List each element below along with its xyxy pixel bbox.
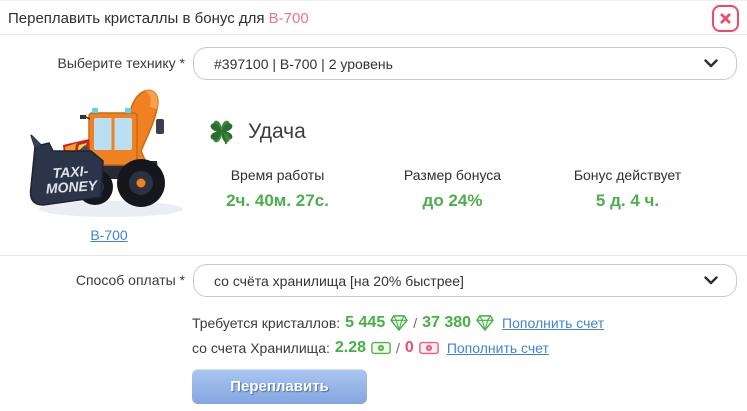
crystals-total-value: 37 380 bbox=[422, 314, 472, 331]
vehicle-image: TAXI- MONEY bbox=[28, 85, 190, 225]
tech-select[interactable]: #397100 | В-700 | 2 уровень bbox=[193, 47, 737, 80]
melt-button[interactable]: Переплавить bbox=[192, 369, 367, 404]
header-divider bbox=[0, 34, 747, 35]
vehicle-link[interactable]: В-700 bbox=[90, 227, 128, 243]
stat-label: Размер бонуса bbox=[403, 167, 502, 183]
chevron-down-icon bbox=[704, 59, 718, 68]
bonus-stats: Время работы 2ч. 40м. 27с. Размер бонуса… bbox=[190, 167, 737, 211]
crystal-icon bbox=[390, 315, 408, 331]
payment-select-label: Способ оплаты * bbox=[75, 272, 185, 288]
bonus-name: Удача bbox=[248, 120, 306, 143]
modal-title-vehicle: В-700 bbox=[268, 10, 309, 27]
chevron-down-icon bbox=[704, 276, 718, 285]
stat-value: 5 д. 4 ч. bbox=[595, 191, 660, 210]
stat-value: до 24% bbox=[422, 191, 483, 210]
svg-text:TAXI-: TAXI- bbox=[52, 163, 89, 181]
tech-select-value: #397100 | В-700 | 2 уровень bbox=[214, 55, 393, 72]
stat-bonus-size: Размер бонуса до 24% bbox=[365, 167, 540, 211]
storage-have-value: 2.28 bbox=[334, 339, 367, 356]
payment-select[interactable]: со счёта хранилища [на 20% быстрее] bbox=[193, 264, 737, 297]
stat-value: 2ч. 40м. 27с. bbox=[226, 191, 329, 210]
crystals-label: Требуется кристаллов: bbox=[192, 315, 341, 331]
modal-title-text: Переплавить кристаллы в бонус для bbox=[8, 10, 269, 27]
excavator-illustration: TAXI- MONEY bbox=[29, 89, 183, 217]
clover-icon bbox=[207, 117, 236, 146]
svg-text:MONEY: MONEY bbox=[45, 177, 99, 197]
crystals-balance-row: Требуется кристаллов: 5 445 / 37 380 Поп… bbox=[192, 314, 604, 332]
storage-zero-value: 0 bbox=[404, 339, 414, 356]
storage-label: со счета Хранилища: bbox=[192, 340, 330, 356]
payment-select-value: со счёта хранилища [на 20% быстрее] bbox=[214, 272, 464, 289]
separator: / bbox=[413, 315, 418, 331]
stat-label: Время работы bbox=[230, 167, 325, 183]
crystal-icon bbox=[476, 315, 494, 331]
modal-title: Переплавить кристаллы в бонус для В-700 bbox=[8, 10, 309, 27]
separator: / bbox=[396, 340, 400, 356]
tech-select-label: Выберите технику * bbox=[57, 55, 186, 71]
banknote-green-icon bbox=[371, 341, 391, 355]
storage-balance-row: со счета Хранилища: 2.28 / 0 Пополнить с… bbox=[192, 339, 549, 357]
topup-account-link[interactable]: Пополнить счет bbox=[502, 315, 605, 331]
topup-storage-link[interactable]: Пополнить счет bbox=[446, 340, 549, 356]
banknote-red-icon bbox=[418, 341, 439, 355]
crystals-required-value: 5 445 bbox=[345, 314, 386, 331]
close-button[interactable] bbox=[712, 5, 739, 32]
stat-bonus-duration: Бонус действует 5 д. 4 ч. bbox=[540, 167, 715, 211]
stat-work-time: Время работы 2ч. 40м. 27с. bbox=[190, 167, 365, 211]
stat-label: Бонус действует bbox=[573, 167, 682, 183]
close-icon bbox=[720, 13, 731, 24]
section-divider bbox=[0, 255, 747, 256]
